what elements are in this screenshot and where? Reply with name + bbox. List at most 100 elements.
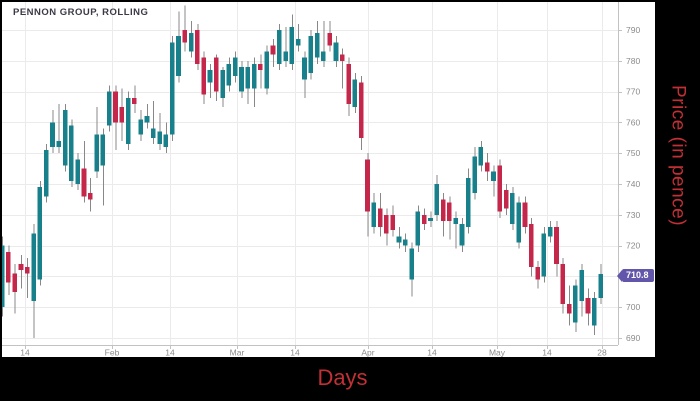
- candle: [403, 233, 408, 252]
- candle: [503, 184, 509, 215]
- y-tick-label: 740: [626, 179, 640, 189]
- x-axis-title: Days: [317, 365, 368, 390]
- candle: [384, 208, 389, 246]
- candle: [308, 30, 314, 80]
- tick-labels: 14 Feb 14 Mar 14 Apr 14 May 14 28 690 700 720 730 740 7…: [20, 25, 640, 357]
- candle: [302, 51, 307, 98]
- candle: [573, 279, 578, 332]
- candle: [6, 245, 11, 295]
- candle: [75, 153, 80, 191]
- candle: [466, 168, 471, 234]
- candle: [440, 193, 446, 237]
- candle: [182, 5, 188, 52]
- candle: [321, 20, 326, 67]
- candle: [295, 23, 301, 52]
- candle: [409, 242, 414, 297]
- candle: [239, 60, 244, 98]
- current-price-badge: 710.8: [622, 269, 654, 282]
- candle: [88, 177, 93, 212]
- candle: [535, 261, 540, 289]
- y-tick-label: 780: [626, 56, 640, 66]
- candle: [289, 14, 295, 71]
- candle: [207, 63, 213, 98]
- candle: [31, 224, 36, 338]
- candle: [516, 196, 521, 249]
- candle: [188, 20, 194, 58]
- candle: [453, 211, 458, 249]
- candlestick-chart: 14 Feb 14 Mar 14 Apr 14 May 14 28 690 700 720 730 740 7…: [2, 2, 640, 357]
- candle: [195, 23, 200, 71]
- candle: [415, 205, 421, 252]
- candle: [37, 180, 43, 286]
- candle: [138, 110, 143, 141]
- candle: [377, 193, 383, 237]
- candle: [314, 20, 320, 64]
- candle: [157, 113, 162, 151]
- candle: [371, 193, 377, 234]
- y-tick-label: 720: [626, 241, 640, 251]
- y-tick-label: 730: [626, 210, 640, 220]
- candle: [390, 205, 395, 237]
- x-tick-label: 28: [597, 348, 607, 358]
- x-tick-label: Feb: [105, 348, 120, 358]
- candle: [592, 291, 597, 335]
- candle: [497, 159, 503, 218]
- axes: [2, 2, 622, 349]
- candle: [113, 85, 118, 151]
- plot-area: 14 Feb 14 Mar 14 Apr 14 May 14 28 690 700 720 730 740 7…: [2, 2, 655, 357]
- candle: [352, 73, 358, 114]
- candle: [132, 85, 137, 114]
- candle: [358, 76, 364, 151]
- candle: [245, 60, 251, 104]
- candle: [18, 254, 24, 289]
- candle: [365, 153, 370, 237]
- candle: [447, 196, 452, 240]
- candle: [566, 285, 572, 326]
- y-tick-label: 790: [626, 25, 640, 35]
- x-tick-label: 14: [542, 348, 552, 358]
- candle: [283, 26, 288, 67]
- candle: [472, 147, 477, 200]
- candle: [94, 107, 99, 178]
- candle: [277, 23, 282, 71]
- x-tick-label: Mar: [230, 348, 245, 358]
- candle: [333, 36, 339, 67]
- candle: [598, 264, 603, 305]
- candle: [327, 20, 332, 52]
- candle: [81, 140, 87, 203]
- candle: [119, 88, 125, 141]
- candle: [226, 57, 232, 92]
- candle: [258, 54, 263, 89]
- y-tick-label: 750: [626, 148, 640, 158]
- candle: [421, 208, 427, 231]
- candle: [50, 110, 55, 154]
- x-tick-label: 14: [290, 348, 300, 358]
- candle: [56, 103, 62, 154]
- y-axis-title-panel: Price (in pence): [655, 0, 700, 401]
- candle: [340, 48, 345, 89]
- candle: [346, 57, 351, 117]
- x-tick-label: Apr: [361, 348, 374, 358]
- y-axis-title: Price (in pence): [667, 85, 689, 227]
- candle: [554, 220, 559, 277]
- candle: [43, 143, 49, 203]
- candle: [169, 36, 175, 141]
- candle: [25, 257, 30, 298]
- candle: [434, 174, 440, 221]
- candle: [12, 264, 17, 314]
- candle: [251, 57, 257, 107]
- candle: [585, 288, 591, 326]
- candles: [2, 5, 603, 338]
- x-tick-label: 14: [427, 348, 437, 358]
- candle: [69, 119, 74, 188]
- x-axis-title-panel: Days: [0, 357, 655, 401]
- candle: [176, 11, 181, 83]
- candle: [151, 100, 156, 144]
- candle: [163, 122, 169, 154]
- candle: [100, 128, 106, 206]
- candle: [201, 51, 206, 104]
- y-tick-label: 690: [626, 333, 640, 343]
- candle: [396, 227, 402, 249]
- candle: [62, 103, 68, 172]
